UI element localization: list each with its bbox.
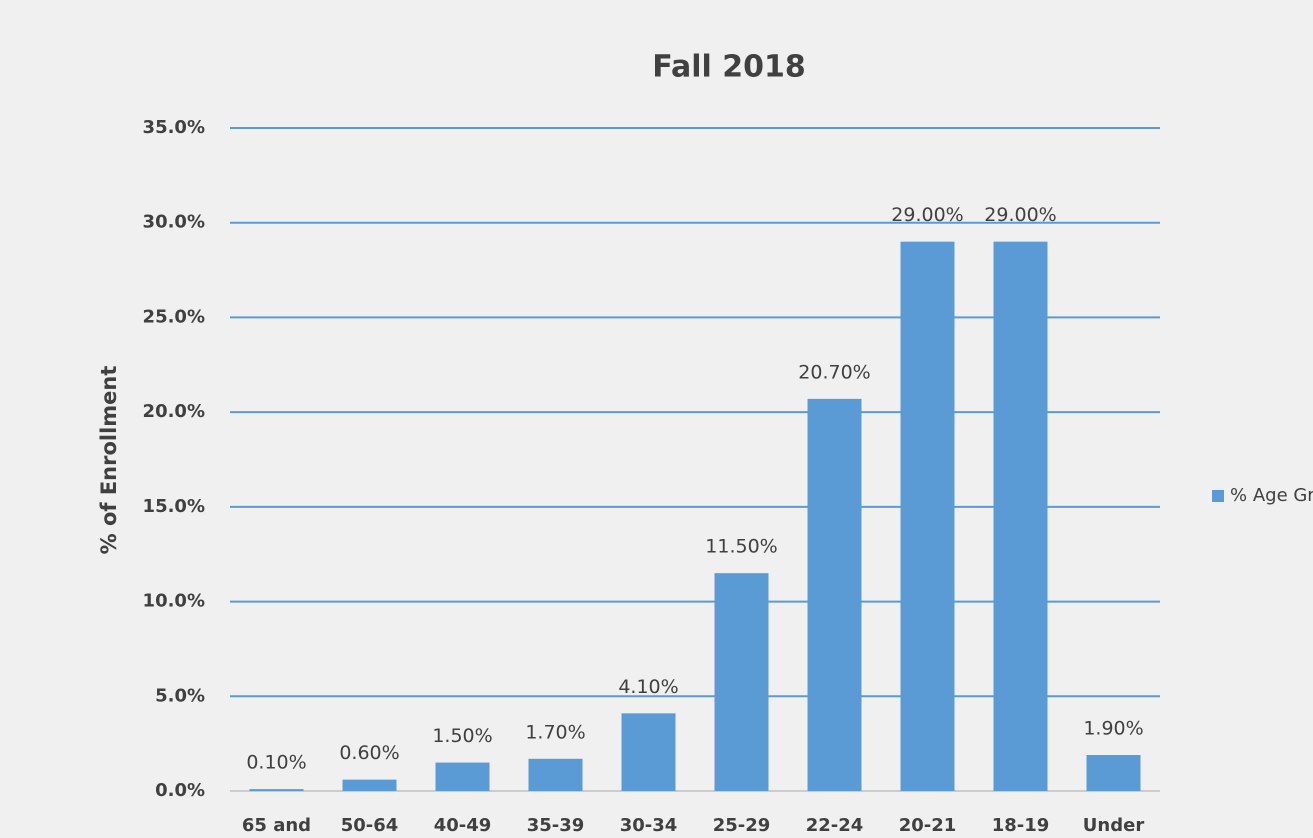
- data-label: 0.60%: [339, 742, 399, 764]
- x-tick-label: 65 and: [242, 815, 311, 836]
- x-tick-label: 20-21: [899, 815, 957, 836]
- y-tick-label: 35.0%: [143, 117, 205, 138]
- data-label: 1.70%: [525, 721, 585, 743]
- y-tick-label: 30.0%: [143, 212, 205, 233]
- bar: [900, 241, 955, 791]
- chart-title: Fall 2018: [652, 50, 806, 85]
- data-label: 4.10%: [618, 676, 678, 698]
- y-tick-label: 15.0%: [143, 496, 205, 517]
- bar: [435, 762, 490, 791]
- data-label: 1.90%: [1083, 718, 1143, 740]
- y-tick-label: 0.0%: [155, 780, 205, 801]
- bar: [1086, 755, 1141, 791]
- bar: [993, 241, 1048, 791]
- x-tick-label: 30-34: [620, 815, 678, 836]
- x-tick-label: 25-29: [713, 815, 771, 836]
- bar: [342, 779, 397, 791]
- x-tick-label: 22-24: [806, 815, 864, 836]
- bar: [249, 789, 304, 791]
- bar: [528, 758, 583, 791]
- data-label: 20.70%: [798, 361, 870, 383]
- x-tick-label: 40-49: [434, 815, 492, 836]
- data-label: 29.00%: [891, 204, 963, 226]
- x-tick-label: 50-64: [341, 815, 399, 836]
- x-tick-label: Under: [1083, 815, 1145, 836]
- data-label: 1.50%: [432, 725, 492, 747]
- data-label: 0.10%: [246, 752, 306, 774]
- bar: [714, 573, 769, 791]
- y-axis-label: % of Enrollment: [97, 366, 121, 555]
- data-label: 29.00%: [984, 204, 1056, 226]
- y-tick-label: 10.0%: [143, 591, 205, 612]
- x-tick-label: 35-39: [527, 815, 585, 836]
- bar: [621, 713, 676, 791]
- y-tick-label: 5.0%: [155, 685, 205, 706]
- bar: [807, 398, 862, 791]
- y-tick-label: 20.0%: [143, 401, 205, 422]
- y-tick-label: 25.0%: [143, 306, 205, 327]
- x-tick-label: 18-19: [992, 815, 1050, 836]
- data-label: 11.50%: [705, 536, 777, 558]
- legend-label: % Age Group: [1230, 485, 1313, 506]
- legend-swatch: [1212, 490, 1224, 502]
